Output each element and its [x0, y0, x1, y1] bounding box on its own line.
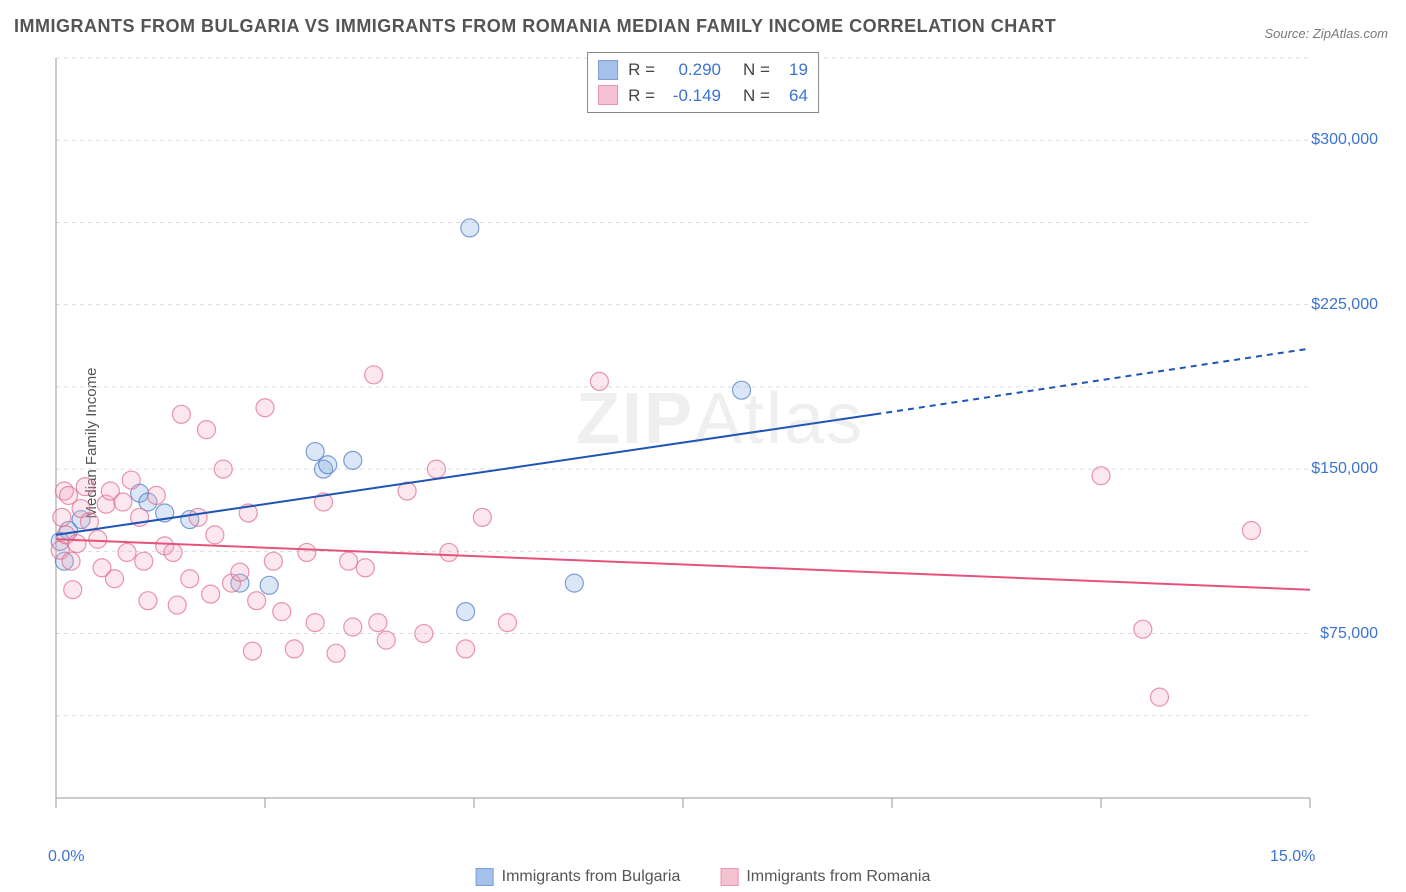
n-value: 19 [780, 57, 808, 83]
chart-container: IMMIGRANTS FROM BULGARIA VS IMMIGRANTS F… [0, 0, 1406, 892]
source-attribution: Source: ZipAtlas.com [1264, 26, 1388, 41]
scatter-plot [50, 48, 1390, 838]
n-label: N = [743, 83, 770, 109]
legend-label: Immigrants from Bulgaria [502, 868, 681, 886]
stats-swatch [598, 60, 618, 80]
stats-row-romania: R = -0.149 N = 64 [598, 83, 808, 109]
stats-row-bulgaria: R = 0.290 N = 19 [598, 57, 808, 83]
y-tick-label: $75,000 [1320, 625, 1378, 643]
series-legend: Immigrants from Bulgaria Immigrants from … [476, 868, 931, 886]
r-value: 0.290 [665, 57, 721, 83]
legend-swatch [720, 868, 738, 886]
chart-title: IMMIGRANTS FROM BULGARIA VS IMMIGRANTS F… [14, 16, 1056, 37]
stats-swatch [598, 85, 618, 105]
x-tick-label: 0.0% [48, 848, 84, 866]
stats-legend: R = 0.290 N = 19 R = -0.149 N = 64 [587, 52, 819, 113]
n-label: N = [743, 57, 770, 83]
r-label: R = [628, 57, 655, 83]
legend-label: Immigrants from Romania [746, 868, 930, 886]
legend-item-bulgaria: Immigrants from Bulgaria [476, 868, 681, 886]
r-label: R = [628, 83, 655, 109]
legend-swatch [476, 868, 494, 886]
y-tick-label: $150,000 [1311, 460, 1378, 478]
y-tick-label: $300,000 [1311, 131, 1378, 149]
x-tick-label: 15.0% [1270, 848, 1315, 866]
legend-item-romania: Immigrants from Romania [720, 868, 930, 886]
chart-area: Median Family Income ZIPAtlas $75,000$15… [50, 48, 1390, 838]
n-value: 64 [780, 83, 808, 109]
r-value: -0.149 [665, 83, 721, 109]
y-tick-label: $225,000 [1311, 296, 1378, 314]
